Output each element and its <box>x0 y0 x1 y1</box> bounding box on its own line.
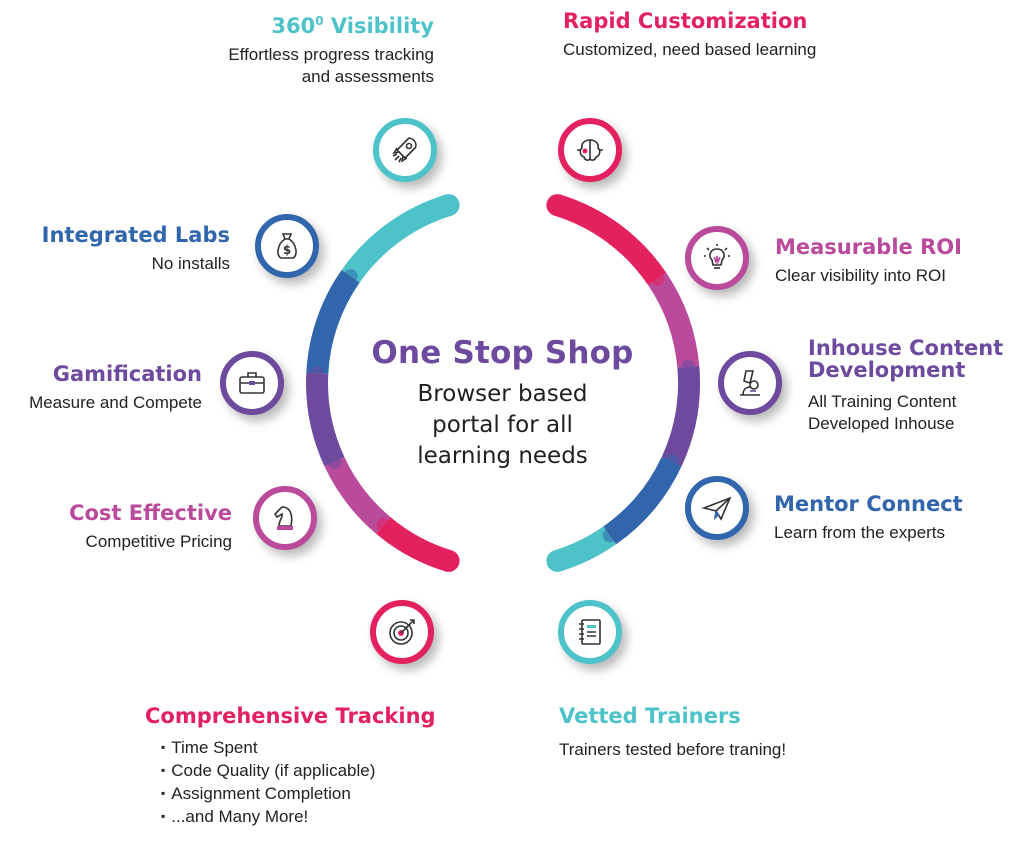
inhouse-title-2: Development <box>808 358 966 382</box>
svg-text:$: $ <box>283 243 291 257</box>
ring-end-cap <box>437 194 460 217</box>
notebook-icon <box>558 600 622 664</box>
feature-trainers: Vetted Trainers Trainers tested before t… <box>559 705 879 761</box>
feature-mentor: Mentor Connect Learn from the experts <box>774 493 1009 544</box>
feature-gamification-desc: Measure and Compete <box>29 393 202 412</box>
feature-cost: Cost Effective Competitive Pricing <box>2 502 232 553</box>
feature-customization: Rapid Customization Customized, need bas… <box>563 10 963 61</box>
feature-visibility: 3600 Visibility Effortless progress trac… <box>104 10 434 88</box>
ring-joint <box>681 359 696 374</box>
center-title: One Stop Shop <box>371 335 634 371</box>
inhouse-desc-1: All Training Content <box>808 392 957 411</box>
feature-customization-title: Rapid Customization <box>563 9 808 33</box>
feature-roi: Measurable ROI Clear visibility into ROI <box>775 236 1010 287</box>
feature-visibility-desc: Effortless progress tracking and assessme… <box>104 44 434 88</box>
target-icon <box>370 600 434 664</box>
feature-labs-desc: No installs <box>151 254 230 273</box>
tracking-item: ...and Many More! <box>161 806 465 829</box>
ring-segment-purple-right <box>661 365 700 467</box>
feature-cost-title: Cost Effective <box>69 501 232 525</box>
feature-inhouse: Inhouse Content Development All Training … <box>808 337 1013 435</box>
ring-segment-blue-right <box>603 456 682 545</box>
feature-gamification: Gamification Measure and Compete <box>0 363 202 414</box>
feature-mentor-desc: Learn from the experts <box>774 523 946 542</box>
feature-labs: Integrated Labs No installs <box>0 224 230 275</box>
feature-tracking: Comprehensive Tracking Time Spent Code Q… <box>145 705 465 829</box>
visibility-desc-2: and assessments <box>301 67 434 86</box>
ring-joint <box>650 272 665 286</box>
feature-visibility-title: 3600 Visibility <box>104 10 434 37</box>
center-block: One Stop Shop Browser based portal for a… <box>330 335 675 472</box>
chess-knight-icon <box>253 486 317 550</box>
ring-joint <box>327 454 342 469</box>
ring-segment-teal-left <box>341 194 453 283</box>
ring-joint <box>602 528 617 543</box>
ring-joint <box>664 454 679 469</box>
visibility-title-rest: Visibility <box>323 14 434 38</box>
ring-end-cap <box>546 549 569 572</box>
feature-tracking-title: Comprehensive Tracking <box>145 704 436 728</box>
lightbulb-icon <box>685 226 749 290</box>
ring-end-cap <box>546 194 569 217</box>
paper-plane-icon <box>685 476 749 540</box>
visibility-title-number: 360 <box>271 14 316 38</box>
ring-segment-purple-left <box>306 372 345 467</box>
feature-labs-title: Integrated Labs <box>41 223 230 247</box>
ring-joint <box>376 518 391 533</box>
tracking-item: Time Spent <box>161 737 465 760</box>
visibility-desc-1: Effortless progress tracking <box>228 45 434 64</box>
center-subtitle: Browser based portal for all learning ne… <box>330 379 675 472</box>
inhouse-title-1: Inhouse Content <box>808 336 1004 360</box>
feature-gamification-title: Gamification <box>52 362 202 386</box>
briefcase-icon <box>220 351 284 415</box>
visibility-title-sup: 0 <box>315 14 324 28</box>
feature-mentor-title: Mentor Connect <box>774 492 963 516</box>
ring-joint <box>310 366 325 381</box>
center-line-3: learning needs <box>417 443 588 469</box>
feature-trainers-desc: Trainers tested before traning! <box>559 740 787 759</box>
feature-customization-desc: Customized, need based learning <box>563 40 817 59</box>
feature-inhouse-desc: All Training Content Developed Inhouse <box>808 391 1013 435</box>
feature-roi-desc: Clear visibility into ROI <box>775 266 946 285</box>
feature-inhouse-title: Inhouse Content Development <box>808 337 1013 381</box>
rocket-icon <box>373 118 437 182</box>
tracking-item: Code Quality (if applicable) <box>161 760 465 783</box>
center-line-1: Browser based <box>417 381 588 407</box>
feature-cost-desc: Competitive Pricing <box>85 532 232 551</box>
tracking-list: Time Spent Code Quality (if applicable) … <box>161 737 465 829</box>
center-line-2: portal for all <box>432 412 573 438</box>
ring-end-cap <box>437 549 460 572</box>
feature-roi-title: Measurable ROI <box>775 235 962 259</box>
money-bag-icon: $ <box>255 214 319 278</box>
ring-joint <box>343 269 358 284</box>
ring-segment-magenta-right <box>647 272 700 368</box>
tracking-item: Assignment Completion <box>161 783 465 806</box>
ring-segment-blue-left <box>306 270 360 375</box>
ring-segment-pink-left <box>376 516 453 572</box>
brain-icon <box>558 118 622 182</box>
ring-segment-pink-right <box>554 194 667 286</box>
microscope-icon <box>718 351 782 415</box>
feature-trainers-title: Vetted Trainers <box>559 704 741 728</box>
inhouse-desc-2: Developed Inhouse <box>808 414 955 433</box>
